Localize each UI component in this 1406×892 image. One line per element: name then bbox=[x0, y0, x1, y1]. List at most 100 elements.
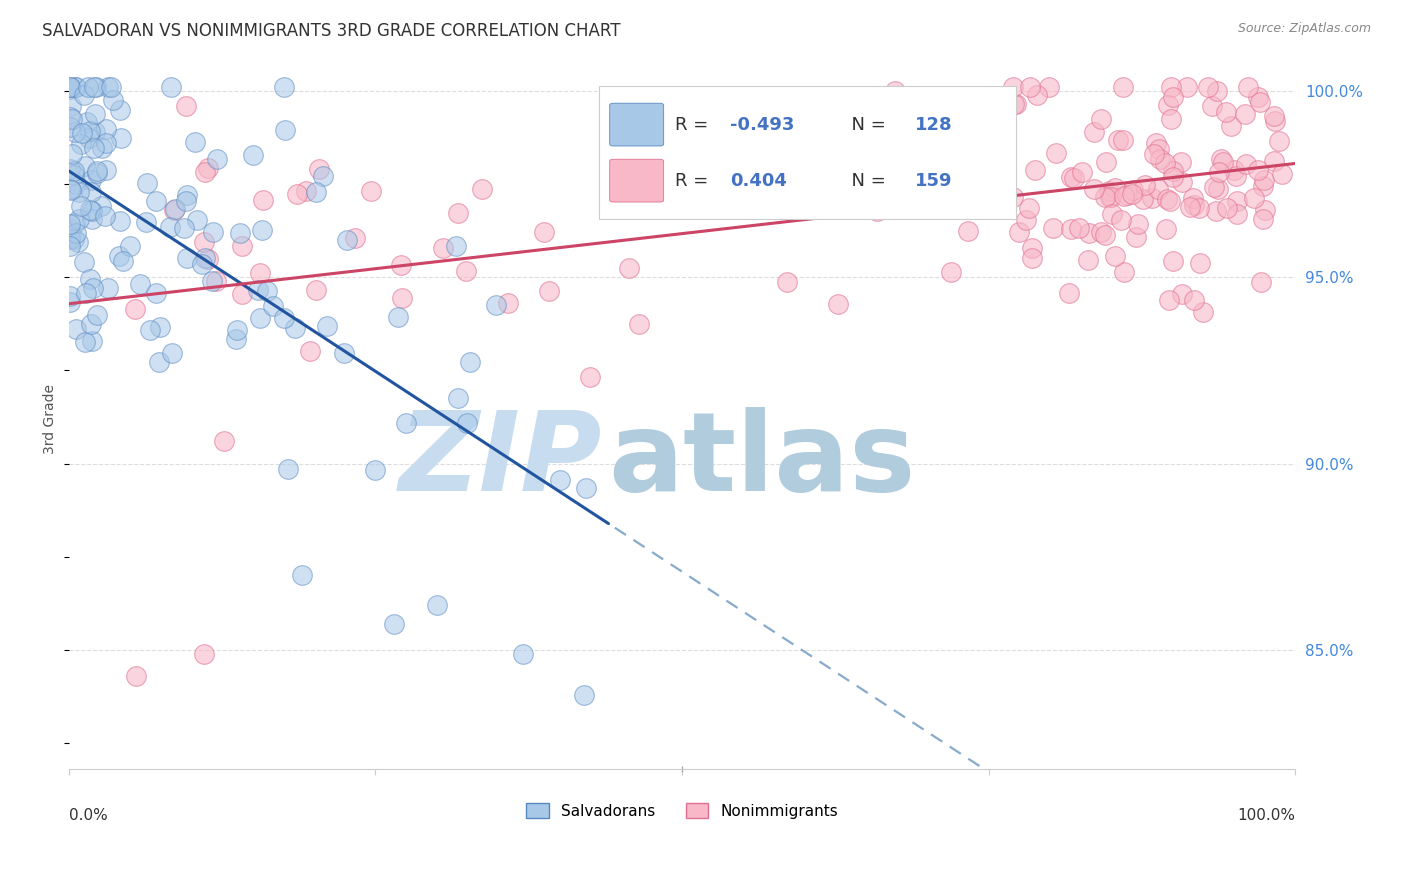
Point bbox=[1156, 192, 1178, 206]
Point bbox=[1182, 198, 1205, 212]
Point bbox=[1220, 119, 1243, 133]
Point bbox=[1149, 152, 1171, 166]
Point bbox=[160, 346, 183, 360]
Point bbox=[70, 137, 93, 152]
Point bbox=[1202, 180, 1225, 194]
Point bbox=[690, 199, 713, 213]
Point bbox=[1209, 152, 1232, 166]
Point bbox=[59, 294, 82, 309]
Point bbox=[1253, 202, 1275, 217]
Point bbox=[1226, 207, 1249, 221]
Point bbox=[955, 184, 977, 198]
Point bbox=[76, 80, 98, 95]
Point bbox=[391, 291, 413, 305]
Point bbox=[866, 204, 889, 219]
Point bbox=[75, 334, 97, 349]
Point bbox=[84, 125, 107, 139]
Point bbox=[60, 147, 83, 161]
Point bbox=[59, 111, 82, 125]
Point bbox=[1236, 80, 1258, 95]
Point bbox=[1002, 80, 1025, 95]
Point bbox=[86, 309, 108, 323]
Point bbox=[364, 463, 387, 477]
Point bbox=[1042, 221, 1064, 235]
Point bbox=[1002, 96, 1025, 111]
Point bbox=[1160, 80, 1182, 95]
Point bbox=[59, 228, 82, 243]
Point bbox=[1263, 109, 1285, 123]
Point bbox=[1178, 200, 1201, 214]
Point bbox=[1144, 136, 1167, 150]
Point bbox=[1122, 183, 1144, 197]
Point bbox=[389, 259, 412, 273]
Point bbox=[1192, 305, 1215, 319]
Point bbox=[456, 416, 478, 430]
Point bbox=[73, 159, 96, 173]
Point bbox=[73, 255, 96, 269]
Text: SALVADORAN VS NONIMMIGRANTS 3RD GRADE CORRELATION CHART: SALVADORAN VS NONIMMIGRANTS 3RD GRADE CO… bbox=[42, 22, 620, 40]
Point bbox=[1083, 182, 1105, 196]
Point bbox=[225, 332, 247, 346]
Point bbox=[1182, 293, 1205, 307]
Point bbox=[60, 112, 83, 126]
Text: ZIP: ZIP bbox=[399, 408, 602, 515]
Point bbox=[65, 227, 87, 241]
Point bbox=[1077, 253, 1099, 268]
Point bbox=[1116, 187, 1139, 202]
Point bbox=[91, 141, 114, 155]
Point bbox=[426, 599, 449, 613]
Point bbox=[59, 222, 82, 236]
Point bbox=[273, 123, 295, 137]
Point bbox=[1008, 225, 1031, 239]
Point bbox=[136, 177, 159, 191]
Point bbox=[336, 233, 359, 247]
Point bbox=[1104, 249, 1126, 263]
Point bbox=[1253, 173, 1275, 187]
Point bbox=[1004, 96, 1026, 111]
Point bbox=[63, 169, 86, 183]
Point bbox=[100, 80, 122, 95]
Point bbox=[972, 187, 994, 202]
Point bbox=[67, 186, 90, 200]
Point bbox=[1161, 163, 1184, 178]
Point bbox=[176, 98, 198, 112]
Point bbox=[1246, 162, 1268, 177]
Point bbox=[76, 115, 98, 129]
Point bbox=[1045, 146, 1067, 161]
Point bbox=[83, 140, 105, 154]
Point bbox=[163, 202, 186, 217]
Point bbox=[299, 343, 322, 358]
Point bbox=[97, 281, 120, 295]
Point bbox=[538, 284, 561, 298]
Point bbox=[82, 280, 104, 294]
Point bbox=[333, 346, 356, 360]
Text: 159: 159 bbox=[915, 171, 952, 190]
Point bbox=[1215, 104, 1237, 119]
Point bbox=[96, 163, 118, 178]
Point bbox=[1175, 80, 1198, 95]
Point bbox=[86, 166, 108, 180]
Point bbox=[82, 204, 104, 219]
Point bbox=[1140, 190, 1163, 204]
Point bbox=[884, 84, 907, 98]
Point bbox=[1251, 212, 1274, 227]
Point bbox=[1181, 191, 1204, 205]
Point bbox=[295, 184, 318, 198]
Point bbox=[94, 136, 117, 150]
Point bbox=[1170, 155, 1192, 169]
Point bbox=[231, 286, 253, 301]
Point bbox=[1159, 293, 1181, 308]
Point bbox=[311, 169, 333, 183]
Point bbox=[921, 179, 943, 194]
Text: 128: 128 bbox=[915, 116, 953, 134]
Y-axis label: 3rd Grade: 3rd Grade bbox=[44, 384, 58, 454]
Point bbox=[1024, 162, 1046, 177]
Point bbox=[73, 88, 96, 103]
Point bbox=[79, 272, 101, 286]
Point bbox=[247, 283, 270, 297]
Point bbox=[197, 161, 219, 175]
FancyBboxPatch shape bbox=[599, 86, 1015, 219]
Point bbox=[1250, 275, 1272, 289]
Point bbox=[382, 616, 405, 631]
Point bbox=[1060, 169, 1083, 184]
